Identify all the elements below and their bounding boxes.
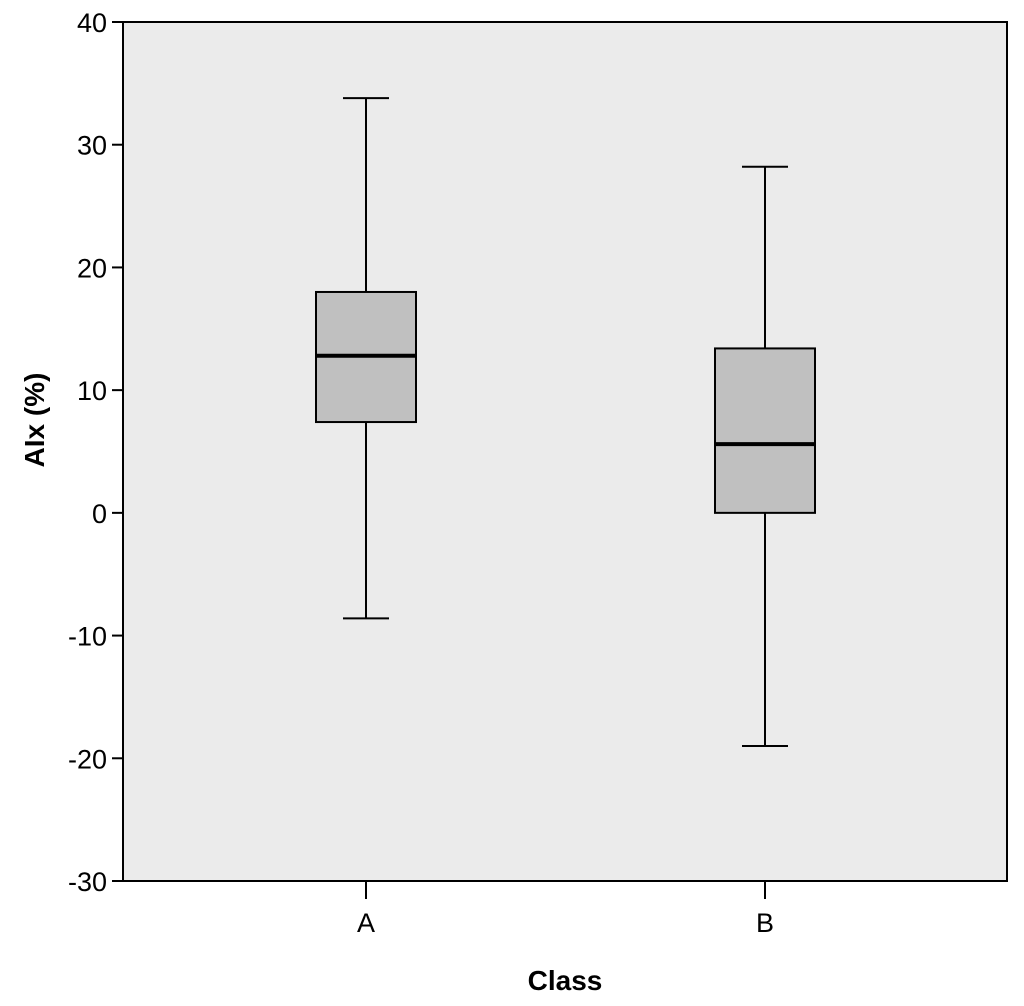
box-b [714, 165, 816, 748]
x-tick-label: A [357, 908, 375, 938]
box-series [315, 97, 816, 748]
box-a [315, 97, 417, 620]
y-tick-label: 30 [77, 131, 107, 161]
y-tick-label: -10 [68, 622, 107, 652]
y-tick-label: 20 [77, 253, 107, 283]
y-tick-label: 0 [92, 499, 107, 529]
plot-area [122, 21, 1008, 882]
y-tick-label: 10 [77, 376, 107, 406]
x-tick-label: B [756, 908, 774, 938]
y-tick-label: -30 [68, 867, 107, 897]
y-tick-label: -20 [68, 744, 107, 774]
y-axis: 40 30 20 10 0 -10 -20 -30 [68, 8, 123, 897]
iqr-box [714, 347, 816, 514]
y-axis-title: AIx (%) [19, 373, 50, 468]
x-axis-title: Class [528, 965, 603, 996]
y-tick-label: 40 [77, 8, 107, 38]
